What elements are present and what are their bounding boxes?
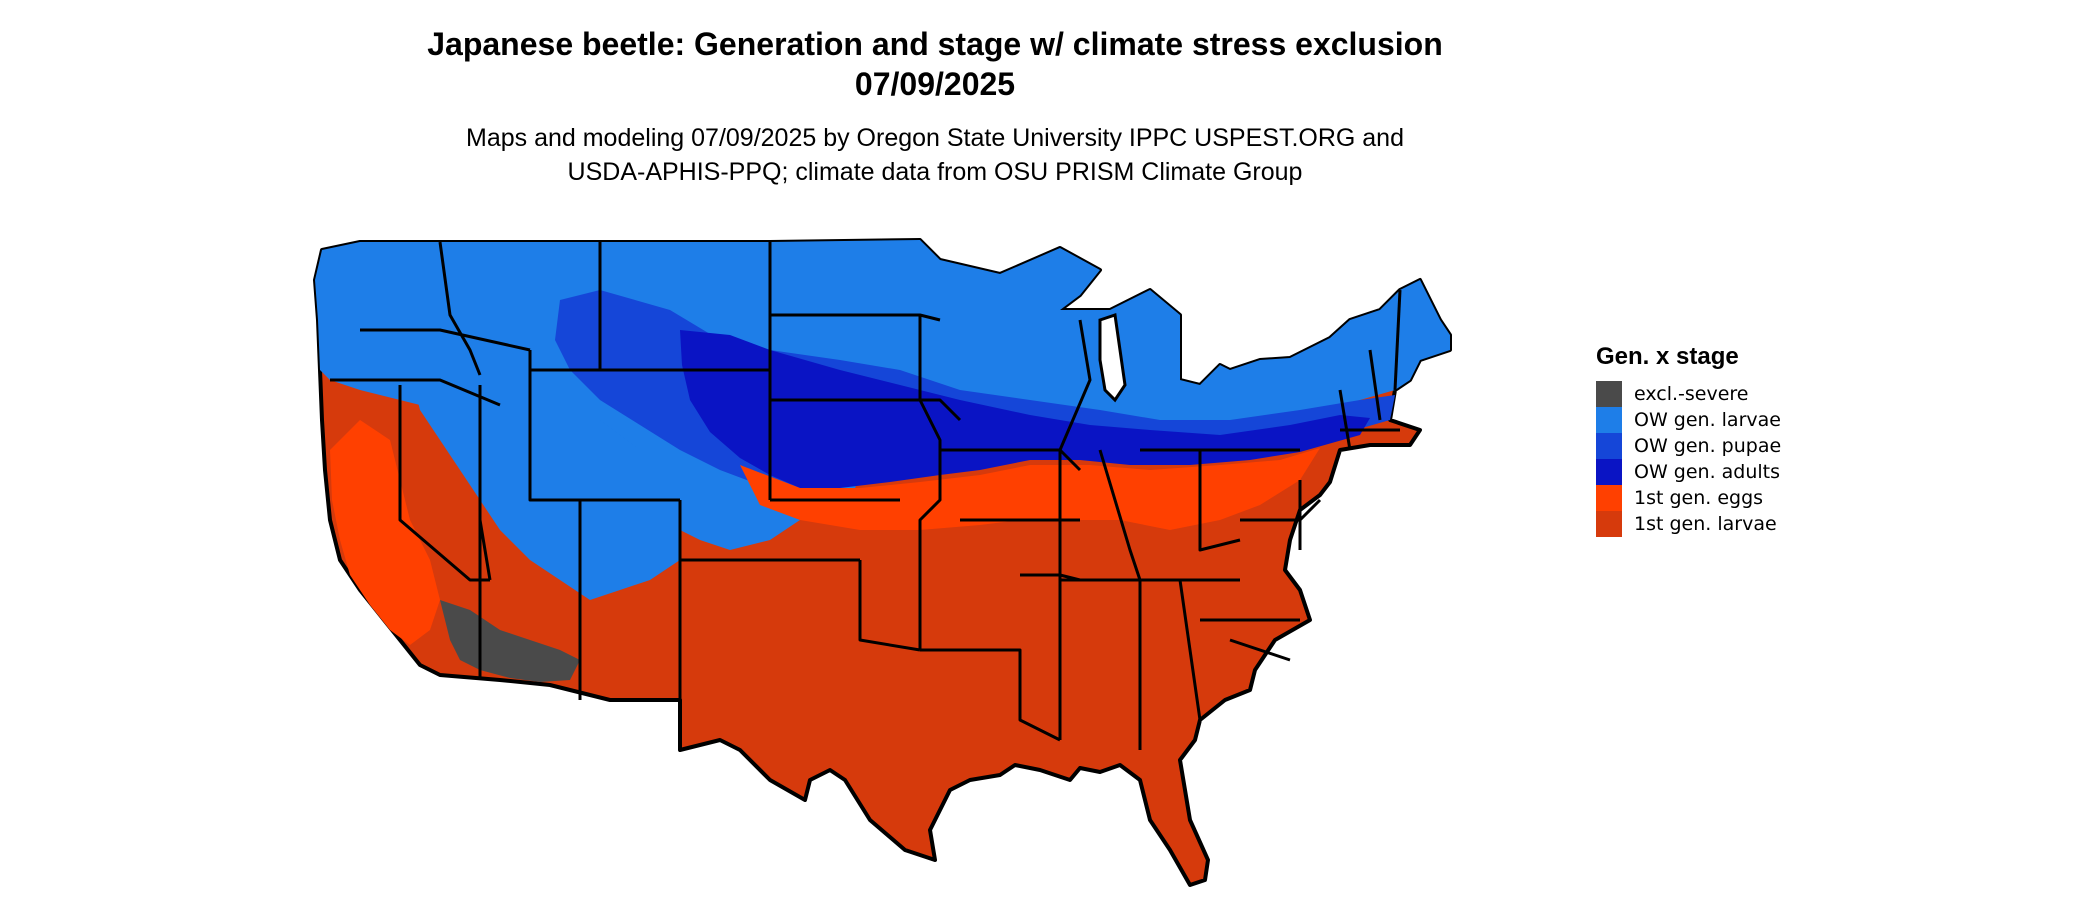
legend-item-ow-pupae: OW gen. pupae: [1596, 433, 1781, 459]
legend-label: 1st gen. larvae: [1634, 513, 1777, 535]
state-boundaries: [330, 241, 1402, 750]
legend-swatch: [1596, 485, 1622, 511]
legend-swatch: [1596, 459, 1622, 485]
legend-swatch: [1596, 381, 1622, 407]
legend-swatch: [1596, 433, 1622, 459]
map-legend: Gen. x stage excl.-severe OW gen. larvae…: [1596, 343, 1781, 537]
legend-label: OW gen. pupae: [1634, 435, 1782, 457]
legend-swatch: [1596, 511, 1622, 537]
legend-item-1st-larvae: 1st gen. larvae: [1596, 511, 1781, 537]
map-title: Japanese beetle: Generation and stage w/…: [0, 24, 1870, 104]
lake-michigan: [1098, 313, 1127, 403]
map-subtitle: Maps and modeling 07/09/2025 by Oregon S…: [0, 121, 1870, 189]
west-coast-eggs-region: [330, 420, 440, 645]
subtitle-line-1: Maps and modeling 07/09/2025 by Oregon S…: [466, 124, 1404, 152]
subtitle-line-2: USDA-APHIS-PPQ; climate data from OSU PR…: [567, 158, 1303, 186]
western-blue-region: [410, 370, 680, 600]
first-gen-eggs-region: [740, 448, 1320, 530]
excl-severe-region: [440, 600, 580, 682]
legend-swatch: [1596, 407, 1622, 433]
legend-item-1st-eggs: 1st gen. eggs: [1596, 485, 1781, 511]
legend-label: excl.-severe: [1634, 383, 1749, 405]
legend-item-ow-larvae: OW gen. larvae: [1596, 407, 1781, 433]
legend-label: OW gen. adults: [1634, 461, 1781, 483]
legend-label: OW gen. larvae: [1634, 409, 1781, 431]
legend-item-ow-adults: OW gen. adults: [1596, 459, 1781, 485]
legend-item-excl-severe: excl.-severe: [1596, 381, 1781, 407]
title-line-1: Japanese beetle: Generation and stage w/…: [427, 26, 1443, 62]
legend-label: 1st gen. eggs: [1634, 487, 1764, 509]
legend-title: Gen. x stage: [1596, 343, 1739, 370]
title-line-2: 07/09/2025: [854, 66, 1016, 102]
us-map: [313, 238, 1452, 887]
